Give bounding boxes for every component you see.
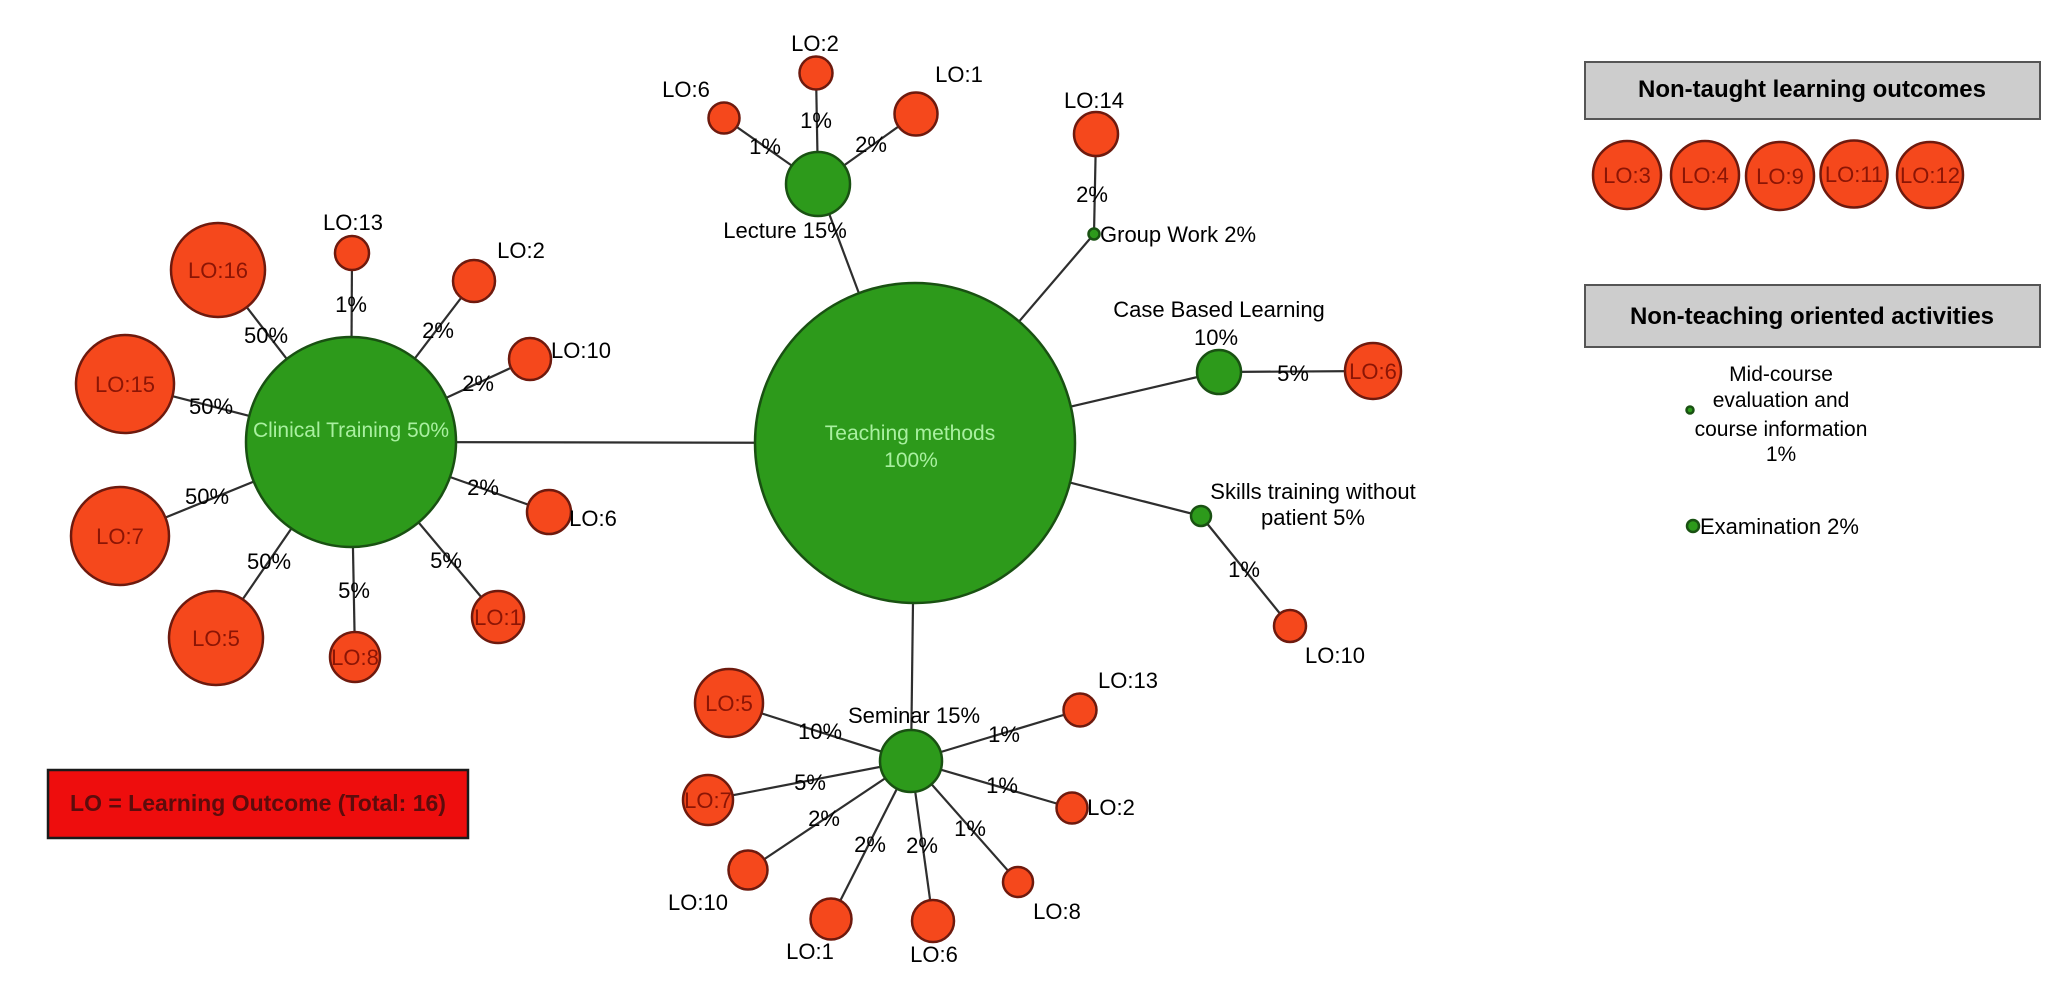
svg-text:2%: 2% — [462, 371, 494, 396]
svg-text:1%: 1% — [988, 722, 1020, 747]
svg-text:50%: 50% — [185, 484, 229, 509]
svg-text:1%: 1% — [1228, 557, 1260, 582]
svg-text:LO:11: LO:11 — [1825, 162, 1883, 187]
svg-text:1%: 1% — [1766, 443, 1796, 466]
svg-text:LO:12: LO:12 — [1900, 163, 1960, 188]
svg-text:LO:8: LO:8 — [1033, 899, 1081, 924]
svg-text:1%: 1% — [800, 108, 832, 133]
svg-text:Skills training without: Skills training without — [1210, 479, 1415, 504]
svg-text:50%: 50% — [189, 394, 233, 419]
svg-text:Lecture 15%: Lecture 15% — [723, 218, 847, 243]
svg-text:LO:10: LO:10 — [668, 890, 728, 915]
svg-text:2%: 2% — [854, 832, 886, 857]
svg-text:Mid-course: Mid-course — [1729, 363, 1833, 386]
svg-text:2%: 2% — [1076, 182, 1108, 207]
svg-text:2%: 2% — [422, 318, 454, 343]
svg-text:LO:6: LO:6 — [910, 942, 958, 967]
svg-text:LO:2: LO:2 — [497, 238, 545, 263]
svg-text:LO:6: LO:6 — [1349, 359, 1397, 384]
svg-text:2%: 2% — [906, 833, 938, 858]
svg-text:course information: course information — [1695, 418, 1868, 441]
svg-text:LO:1: LO:1 — [786, 939, 834, 964]
svg-text:5%: 5% — [794, 770, 826, 795]
svg-text:LO:7: LO:7 — [96, 524, 144, 549]
svg-text:LO:2: LO:2 — [1087, 795, 1135, 820]
svg-text:1%: 1% — [749, 134, 781, 159]
svg-text:LO:5: LO:5 — [705, 691, 753, 716]
svg-text:Case Based Learning: Case Based Learning — [1113, 297, 1325, 322]
svg-text:LO:14: LO:14 — [1064, 88, 1124, 113]
svg-text:Teaching methods: Teaching methods — [825, 422, 995, 445]
svg-text:LO:7: LO:7 — [684, 788, 732, 813]
svg-text:Seminar 15%: Seminar 15% — [848, 703, 980, 728]
svg-text:LO:6: LO:6 — [662, 77, 710, 102]
svg-text:5%: 5% — [430, 548, 462, 573]
svg-text:LO:5: LO:5 — [192, 626, 240, 651]
svg-text:LO:4: LO:4 — [1681, 163, 1729, 188]
svg-text:LO:2: LO:2 — [791, 31, 839, 56]
svg-text:LO:13: LO:13 — [1098, 668, 1158, 693]
svg-text:1%: 1% — [954, 816, 986, 841]
svg-text:2%: 2% — [855, 132, 887, 157]
svg-text:LO = Learning Outcome (Total:: LO = Learning Outcome (Total: 16) — [70, 790, 446, 816]
svg-text:Clinical Training 50%: Clinical Training 50% — [253, 419, 449, 442]
svg-text:LO:6: LO:6 — [569, 506, 617, 531]
svg-text:Non-teaching oriented activiti: Non-teaching oriented activities — [1630, 303, 1994, 330]
svg-text:Group Work 2%: Group Work 2% — [1100, 222, 1256, 247]
svg-text:LO:9: LO:9 — [1756, 164, 1804, 189]
svg-text:LO:1: LO:1 — [474, 605, 522, 630]
svg-text:100%: 100% — [884, 449, 938, 472]
svg-text:50%: 50% — [247, 549, 291, 574]
svg-text:2%: 2% — [467, 475, 499, 500]
svg-text:LO:13: LO:13 — [323, 210, 383, 235]
svg-text:LO:15: LO:15 — [95, 372, 155, 397]
svg-text:10%: 10% — [798, 719, 842, 744]
svg-text:50%: 50% — [244, 323, 288, 348]
svg-text:LO:10: LO:10 — [551, 338, 611, 363]
svg-text:1%: 1% — [986, 773, 1018, 798]
svg-text:2%: 2% — [808, 806, 840, 831]
svg-text:1%: 1% — [335, 292, 367, 317]
svg-text:LO:1: LO:1 — [935, 62, 983, 87]
svg-text:5%: 5% — [1277, 361, 1309, 386]
svg-text:LO:16: LO:16 — [188, 258, 248, 283]
svg-text:LO:3: LO:3 — [1603, 163, 1651, 188]
svg-text:5%: 5% — [338, 578, 370, 603]
svg-text:Non-taught learning outcomes: Non-taught learning outcomes — [1638, 76, 1986, 103]
svg-text:LO:8: LO:8 — [331, 645, 379, 670]
svg-text:LO:10: LO:10 — [1305, 643, 1365, 668]
svg-text:10%: 10% — [1194, 325, 1238, 350]
svg-text:Examination 2%: Examination 2% — [1700, 514, 1859, 539]
svg-text:evaluation and: evaluation and — [1713, 389, 1850, 412]
svg-text:patient 5%: patient 5% — [1261, 505, 1365, 530]
